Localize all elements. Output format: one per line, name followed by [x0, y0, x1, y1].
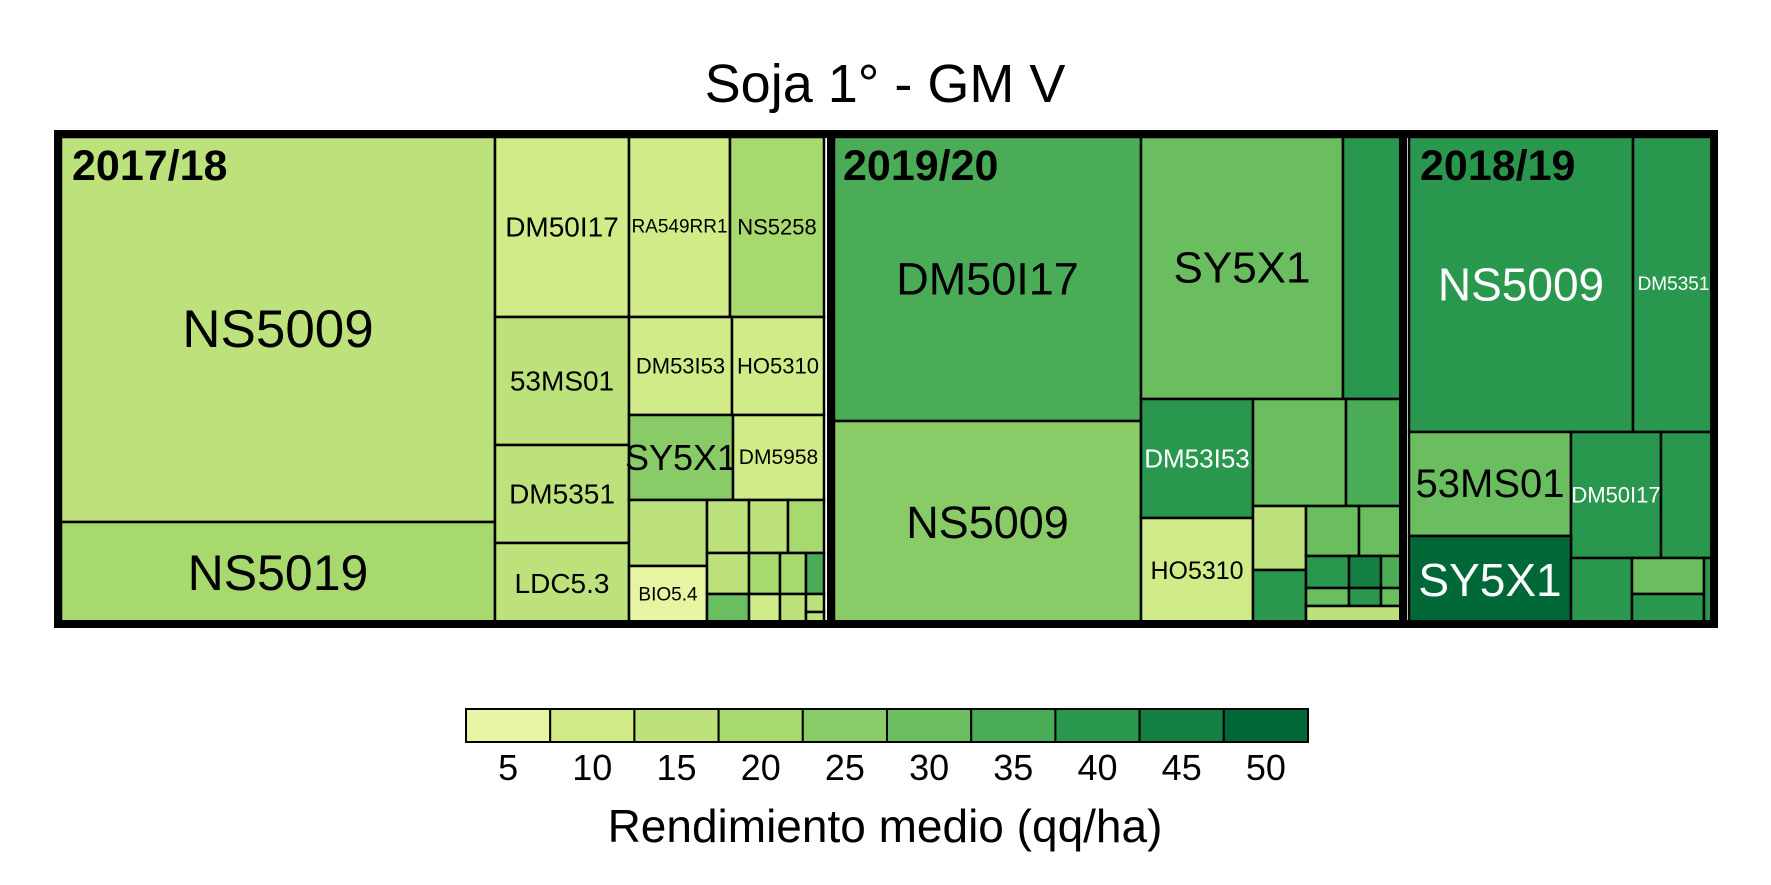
treemap-tile: [1251, 397, 1348, 508]
treemap-tile: [804, 551, 826, 596]
legend-swatch: [1138, 708, 1225, 743]
treemap-tile: [1304, 586, 1351, 608]
treemap-tile: [1357, 504, 1405, 558]
tile-label: DM5351: [1638, 274, 1710, 295]
treemap-tile: [1341, 135, 1405, 401]
treemap-groups: 2017/18 2019/20 2018/19: [54, 130, 1718, 628]
tile-label: DM5958: [739, 446, 818, 469]
treemap-tile: [493, 541, 631, 626]
treemap-tile: [705, 592, 751, 626]
treemap-tile: [1344, 397, 1405, 508]
tile-label: NS5019: [188, 545, 369, 601]
treemap-tile: [730, 315, 826, 417]
tile-label: SY5X1: [625, 437, 737, 478]
treemap-tile: [832, 135, 1143, 423]
treemap-tile: [1569, 556, 1634, 626]
treemap-tile: [705, 498, 751, 555]
tile-label: NS5009: [906, 497, 1069, 548]
treemap-tile: [747, 551, 782, 596]
treemap-tile: [1139, 397, 1255, 520]
legend-swatch: [633, 708, 720, 743]
legend-tick-label: 25: [825, 747, 865, 788]
tile-label: HO5310: [737, 354, 819, 379]
legend-tick-label: 15: [656, 747, 696, 788]
legend-swatch: [1054, 708, 1141, 743]
treemap-tile: [59, 520, 497, 626]
tile-label: DM50I17: [505, 212, 619, 243]
legend-swatch: [801, 708, 888, 743]
treemap-tile: [832, 419, 1143, 626]
tile-label: SY5X1: [1418, 554, 1561, 606]
tile-label: DM50I17: [896, 254, 1079, 305]
treemap-tile: [1630, 556, 1706, 596]
legend-swatch: [1222, 708, 1310, 743]
treemap-tile: [1304, 504, 1361, 558]
tile-label: SY5X1: [1174, 244, 1311, 293]
legend-tick-label: 20: [741, 747, 781, 788]
tile-label: DM53I53: [636, 354, 725, 379]
tile-label: 53MS01: [1416, 462, 1565, 506]
tile-label: DM50I17: [1571, 483, 1660, 508]
group-border: [1399, 130, 1718, 628]
legend-swatch: [717, 708, 804, 743]
tile-label: 53MS01: [510, 366, 614, 397]
legend-tick-label: 40: [1077, 747, 1117, 788]
legend-tick-label: 10: [572, 747, 612, 788]
treemap-tile: [747, 498, 790, 555]
treemap-tile: [778, 551, 808, 596]
tile-label: DM53I53: [1144, 444, 1250, 474]
treemap-tile: [1569, 430, 1663, 560]
tile-label: NS5009: [182, 300, 374, 359]
treemap-tile: [1139, 135, 1345, 401]
treemap-tile: [1347, 554, 1383, 590]
legend-swatch: [465, 708, 552, 743]
treemap-tile: [59, 135, 497, 524]
treemap-tile: [1407, 135, 1635, 434]
group-label: 2018/19: [1420, 142, 1575, 190]
treemap-tile: [1659, 430, 1716, 560]
legend-swatch: [970, 708, 1057, 743]
legend-tick-label: 5: [498, 747, 518, 788]
legend-title: Rendimiento medio (qq/ha): [608, 800, 1163, 852]
treemap-tile: [1347, 586, 1383, 608]
treemap-tile: [731, 413, 826, 502]
legend-tick-label: 35: [993, 747, 1033, 788]
group-label: 2017/18: [72, 142, 227, 190]
treemap-tile: [1251, 504, 1308, 572]
treemap-tile: [1304, 554, 1351, 590]
legend-swatch: [549, 708, 636, 743]
tile-label: LDC5.3: [515, 568, 610, 599]
tile-label: DM5351: [509, 479, 615, 510]
treemap-tile: [1139, 516, 1255, 626]
treemap-tile: [1630, 592, 1706, 626]
treemap-tile: [804, 592, 826, 614]
tile-label: BIO5.4: [638, 585, 698, 606]
tile-label: NS5009: [1438, 259, 1604, 311]
treemap-tiles: NS5009NS5019DM50I1753MS01DM5351LDC5.3RA5…: [59, 135, 1716, 626]
legend-tick-label: 50: [1246, 747, 1286, 788]
treemap-tile: [786, 498, 826, 555]
treemap-tile: [728, 135, 826, 319]
tile-label: HO5310: [1150, 557, 1243, 585]
group-label: 2019/20: [843, 142, 998, 190]
chart-title: Soja 1° - GM V: [705, 54, 1066, 114]
treemap-tile: [1251, 568, 1308, 626]
treemap-tile: [705, 551, 751, 596]
legend-tick-label: 45: [1162, 747, 1202, 788]
treemap-tile: [627, 498, 709, 568]
color-legend: 5 10 15 20 25 30 35 40 45 50: [465, 708, 1310, 788]
legend-swatch: [886, 708, 973, 743]
tile-label: NS5258: [737, 215, 817, 240]
legend-tick-label: 30: [909, 747, 949, 788]
treemap-tile: [747, 592, 782, 626]
treemap-tile: [778, 592, 808, 626]
tile-label: RA549RR1: [631, 217, 727, 238]
